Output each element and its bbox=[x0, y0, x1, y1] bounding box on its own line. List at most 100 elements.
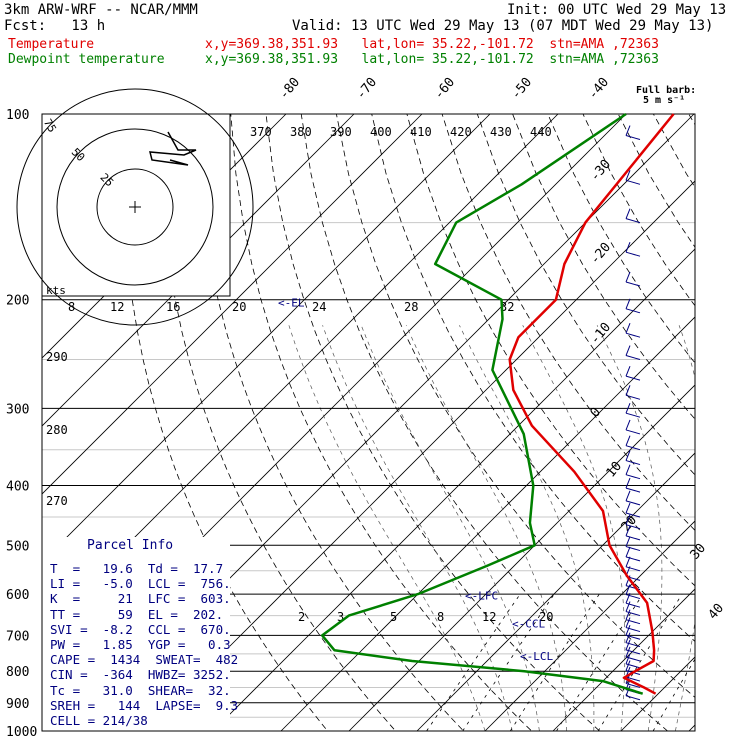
pressure-tick-label: 400 bbox=[6, 479, 29, 494]
isotherm-line bbox=[688, 114, 695, 731]
isotherm-label: 30 bbox=[688, 541, 710, 563]
wind-barb-flag bbox=[625, 625, 631, 636]
wind-barb-staff bbox=[625, 135, 641, 141]
wind-barb-staff bbox=[625, 412, 641, 418]
wind-barb-flag bbox=[625, 490, 631, 502]
level-marker-el: <-EL bbox=[278, 296, 305, 309]
wind-barb-staff bbox=[625, 524, 641, 530]
wind-barb-staff bbox=[625, 445, 641, 451]
isotherm-label: -40 bbox=[586, 75, 613, 103]
mixing-ratio-label: 8 bbox=[437, 610, 444, 624]
forecast-hour: Fcst: 13 h bbox=[4, 18, 106, 34]
parcel-info-row: SVI = -8.2 CCL = 670. bbox=[50, 621, 231, 637]
isotherm-line bbox=[416, 114, 695, 731]
isotherm-label: -20 bbox=[588, 240, 615, 268]
wind-barb-flag bbox=[625, 536, 631, 547]
pressure-tick-label: 600 bbox=[6, 588, 29, 603]
wind-barb-flag bbox=[625, 653, 631, 665]
temperature-line bbox=[508, 113, 675, 695]
parcel-info-row: SREH = 144 LAPSE= 9.3 bbox=[50, 697, 239, 713]
wind-barb-flag bbox=[625, 617, 631, 628]
level-marker-lcl: <-LCL bbox=[520, 650, 553, 663]
dewpoint-legend-label: Dewpoint temperature bbox=[8, 52, 165, 67]
valid-time: Valid: 13 UTC Wed 29 May 13 (07 MDT Wed … bbox=[292, 18, 714, 34]
pressure-tick-label: 800 bbox=[6, 665, 29, 680]
isotherm-label: -10 bbox=[588, 320, 615, 348]
moist-adiabat bbox=[703, 325, 740, 731]
wind-barb-staff bbox=[625, 611, 641, 617]
mixing-ratio-line bbox=[556, 593, 644, 731]
theta-label: 420 bbox=[450, 125, 472, 139]
theta-label: 410 bbox=[410, 125, 432, 139]
inset-axis-label: 16 bbox=[166, 300, 180, 314]
inset-axis-label: 20 bbox=[232, 300, 246, 314]
parcel-info-row: CAPE = 1434 SWEAT= 482 bbox=[50, 652, 239, 668]
wind-barb-flag bbox=[625, 271, 631, 283]
wind-barb-staff bbox=[625, 500, 641, 506]
isotherm-line bbox=[42, 114, 491, 731]
theta-label: 390 bbox=[330, 125, 352, 139]
wind-barb-staff bbox=[625, 602, 641, 608]
wind-barb-staff bbox=[625, 375, 641, 381]
parcel-info-row: TT = 59 EL = 202. bbox=[50, 606, 224, 622]
wind-barb-flag bbox=[625, 365, 631, 377]
isotherm-line bbox=[212, 114, 695, 731]
wind-barb-flag bbox=[625, 632, 631, 643]
moist-adiabat bbox=[405, 325, 567, 731]
inset-axis-label: 24 bbox=[312, 300, 326, 314]
wind-barb-flag bbox=[625, 419, 631, 431]
wind-barb-flag bbox=[625, 464, 631, 475]
hodograph-panel bbox=[41, 113, 231, 297]
isotherm-label: -60 bbox=[432, 75, 459, 103]
dry-adiabat bbox=[512, 114, 695, 731]
hodograph-trace bbox=[149, 131, 197, 166]
dry-adiabat bbox=[159, 114, 408, 731]
inset-temp-label: 270 bbox=[46, 494, 68, 508]
moist-adiabat bbox=[288, 325, 486, 731]
pressure-tick-label: 700 bbox=[6, 629, 29, 644]
mixing-ratio-line bbox=[597, 593, 683, 731]
dry-adiabat bbox=[441, 114, 695, 731]
isotherm-line bbox=[42, 114, 355, 731]
dry-adiabat bbox=[195, 114, 477, 731]
wind-barb-staff bbox=[625, 179, 641, 185]
wind-barb-staff bbox=[625, 429, 641, 435]
parcel-info-row: T = 19.6 Td = 17.7 bbox=[50, 561, 224, 576]
init-time: Init: 00 UTC Wed 29 May 13 bbox=[507, 2, 727, 18]
wind-barb-staff bbox=[625, 594, 641, 600]
inset-axis-label: 28 bbox=[404, 300, 418, 314]
inset-axis-label: 32 bbox=[500, 300, 514, 314]
pressure-tick-label: 900 bbox=[6, 697, 29, 712]
temperature-legend-label: Temperature bbox=[8, 37, 95, 52]
isotherm-label: -30 bbox=[588, 157, 615, 185]
moist-adiabat bbox=[730, 325, 740, 731]
wind-barb-flag bbox=[625, 660, 631, 671]
wind-barb-staff bbox=[625, 695, 641, 701]
wind-barb-flag bbox=[625, 125, 631, 136]
wind-barb-staff bbox=[625, 460, 641, 466]
mixing-ratio-line bbox=[462, 593, 555, 731]
pressure-tick-label: 100 bbox=[6, 108, 29, 123]
wind-barb-staff bbox=[625, 546, 641, 552]
theta-label: 430 bbox=[490, 125, 512, 139]
wind-barb-staff bbox=[625, 512, 641, 518]
mixing-ratio-label: 20 bbox=[539, 610, 553, 624]
isotherm-line bbox=[484, 114, 695, 731]
wind-legend-unit: 5 m s⁻¹ bbox=[643, 95, 685, 106]
wind-barb-staff bbox=[625, 332, 641, 338]
wind-barb-flag bbox=[625, 685, 631, 696]
parcel-info-row: Tc = 31.0 SHEAR= 32. bbox=[50, 682, 231, 698]
wind-barb-flag bbox=[625, 601, 631, 612]
wind-barb-flag bbox=[625, 435, 631, 446]
inset-temp-label: 280 bbox=[46, 423, 68, 437]
inset-axis-label: 12 bbox=[110, 300, 124, 314]
hodograph-ring-label: 75 bbox=[41, 117, 59, 135]
wind-barb-flag bbox=[625, 208, 631, 219]
dry-adiabat bbox=[230, 114, 546, 731]
moist-adiabat bbox=[360, 325, 540, 731]
dewpoint-line bbox=[320, 112, 644, 695]
inset-temp-label: 290 bbox=[46, 350, 68, 364]
wind-barb-staff bbox=[625, 535, 641, 541]
inset-axis-label: 8 bbox=[68, 300, 75, 314]
mixing-ratio-label: 2 bbox=[298, 610, 305, 624]
